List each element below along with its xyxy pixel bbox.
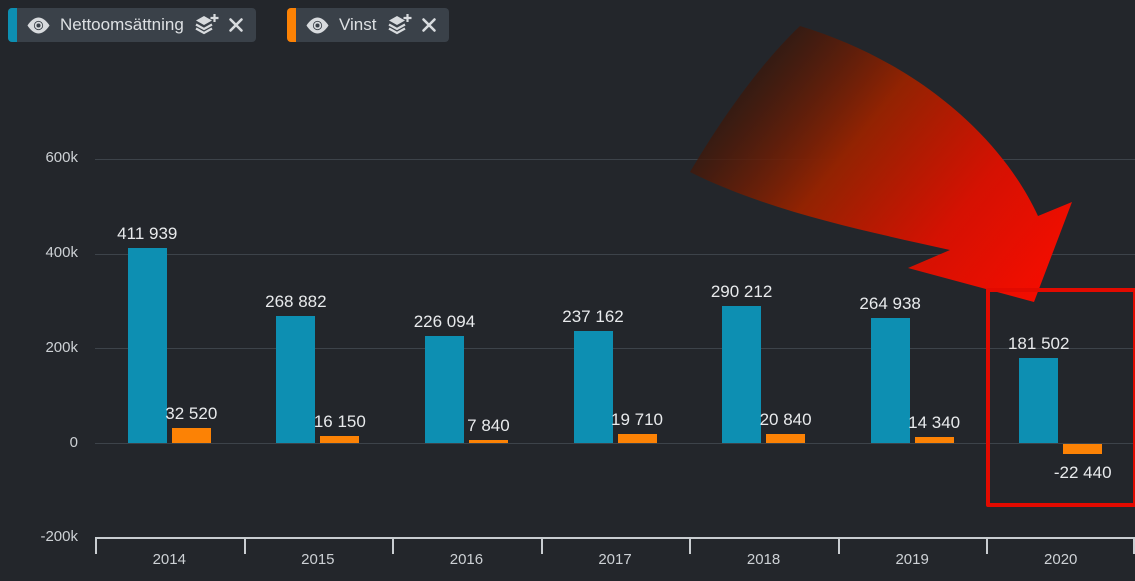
grid-line (95, 253, 1135, 255)
legend-chip-nettoomsattning[interactable]: Nettoomsättning (8, 8, 256, 42)
legend-chip-vinst[interactable]: Vinst (287, 8, 449, 42)
series-color-accent (287, 8, 296, 42)
bar-nettoomsättning-2018[interactable] (722, 306, 762, 444)
x-tick-label: 2015 (301, 551, 335, 568)
bar-vinst-2014[interactable] (171, 428, 211, 444)
bar-vinst-2020[interactable] (1063, 443, 1103, 455)
grid-line (95, 348, 1135, 350)
bar-value-label: 19 710 (611, 410, 663, 430)
bar-nettoomsättning-2015[interactable] (276, 316, 316, 444)
bar-nettoomsättning-2017[interactable] (573, 331, 613, 444)
bar-value-label: 268 882 (265, 292, 327, 312)
grid-line (95, 443, 1135, 444)
bar-nettoomsättning-2020[interactable] (1019, 357, 1059, 444)
bar-value-label: 20 840 (759, 409, 812, 429)
bar-nettoomsättning-2016[interactable] (424, 336, 464, 444)
bar-vinst-2018[interactable] (766, 433, 806, 444)
x-axis-line (95, 536, 1135, 539)
bar-value-label: 181 502 (1007, 333, 1070, 353)
bar-vinst-2016[interactable] (468, 439, 508, 444)
bar-value-label: 237 162 (562, 307, 624, 327)
eye-icon[interactable] (305, 17, 330, 34)
x-axis-tick (243, 536, 246, 554)
layers-plus-icon[interactable] (193, 13, 219, 37)
x-tick-label: 2019 (895, 551, 929, 568)
bar-nettoomsättning-2019[interactable] (870, 318, 910, 444)
bar-value-label: -22 440 (1053, 463, 1112, 483)
x-axis-tick (689, 536, 692, 554)
series-color-accent (8, 8, 17, 42)
x-tick-label: 2016 (449, 551, 484, 568)
legend-label: Vinst (339, 15, 377, 34)
legend-label: Nettoomsättning (60, 15, 184, 34)
x-axis-tick (986, 536, 989, 554)
close-icon[interactable] (228, 17, 244, 33)
close-icon[interactable] (421, 17, 437, 33)
bar-value-label: 264 938 (859, 294, 921, 314)
y-tick-label: -200k (40, 528, 78, 546)
bar-value-label: 290 212 (710, 282, 773, 302)
layers-plus-icon[interactable] (386, 13, 412, 37)
x-axis-tick (95, 536, 97, 554)
x-axis-tick (540, 536, 543, 554)
eye-icon[interactable] (26, 17, 51, 34)
bar-value-label: 14 340 (908, 412, 961, 432)
y-tick-label: 400k (45, 244, 78, 262)
x-axis-tick (1133, 536, 1135, 554)
y-tick-label: 600k (45, 149, 78, 167)
bar-value-label: 411 939 (117, 224, 178, 244)
y-tick-label: 200k (45, 338, 78, 356)
x-tick-label: 2018 (746, 551, 781, 568)
bar-value-label: 7 840 (467, 415, 510, 435)
highlight-box-2020 (986, 288, 1135, 507)
y-tick-label: 0 (69, 433, 78, 451)
bar-value-label: 226 094 (413, 312, 476, 332)
bar-vinst-2017[interactable] (617, 434, 657, 444)
x-tick-label: 2020 (1044, 551, 1078, 568)
x-axis-tick (392, 536, 395, 554)
x-tick-label: 2014 (152, 551, 186, 568)
grid-line (95, 158, 1135, 160)
x-tick-label: 2017 (598, 551, 632, 568)
bar-vinst-2019[interactable] (914, 436, 954, 444)
bar-vinst-2015[interactable] (320, 435, 360, 444)
bar-value-label: 32 520 (165, 404, 218, 424)
bar-nettoomsättning-2014[interactable] (127, 248, 167, 444)
x-axis-tick (837, 536, 840, 554)
bar-value-label: 16 150 (313, 411, 366, 431)
